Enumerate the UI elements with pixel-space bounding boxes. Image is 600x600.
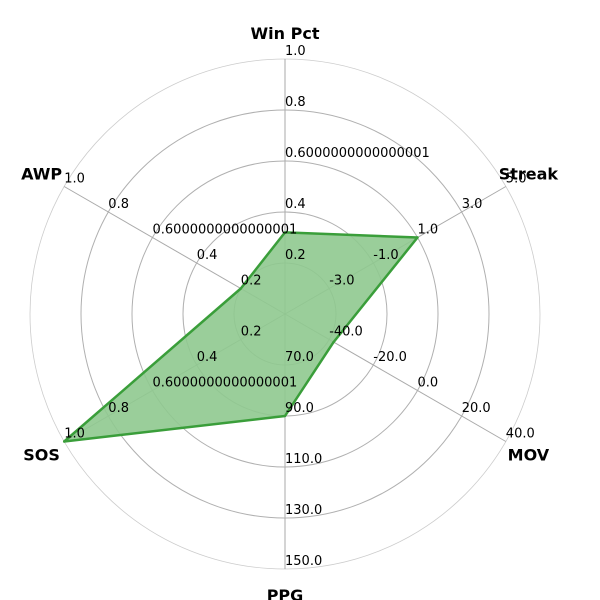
tick-label: 40.0 xyxy=(506,427,535,442)
tick-labels: 0.2 0.4 0.6000000000000001 0.8 1.0 -3.0 -1.0 1.… xyxy=(64,44,535,569)
tick-label: 20.0 xyxy=(462,401,491,416)
tick-label: 90.0 xyxy=(285,401,314,416)
tick-label: 1.0 xyxy=(285,44,306,59)
axis-title-mov: MOV xyxy=(508,446,550,465)
tick-label: 0.4 xyxy=(197,248,218,263)
series xyxy=(62,231,419,443)
tick-label: 1.0 xyxy=(64,427,85,442)
tick-label: 0.2 xyxy=(241,325,262,340)
axis-title-win-pct: Win Pct xyxy=(251,24,320,43)
data-point-mov xyxy=(332,340,335,344)
tick-label: 0.8 xyxy=(108,401,129,416)
data-point-win-pct xyxy=(283,231,287,234)
tick-label: -1.0 xyxy=(373,248,398,263)
tick-label: 110.0 xyxy=(285,452,322,467)
tick-label: 0.4 xyxy=(285,197,306,212)
tick-label: 0.6000000000000001 xyxy=(153,376,298,391)
data-point-streak xyxy=(416,236,419,239)
tick-label: 0.6000000000000001 xyxy=(285,146,430,161)
axis-title-ppg: PPG xyxy=(267,586,304,600)
tick-label: 1.0 xyxy=(64,172,85,187)
data-point-ppg xyxy=(283,414,287,418)
axis-titles: Win Pct Streak MOV PPG SOS AWP xyxy=(21,24,558,600)
tick-label: 0.2 xyxy=(285,248,306,263)
tick-label: 0.6000000000000001 xyxy=(153,223,298,238)
tick-label: -20.0 xyxy=(373,350,407,365)
tick-label: 0.4 xyxy=(197,350,218,365)
tick-label: 0.8 xyxy=(285,95,306,110)
tick-label: 3.0 xyxy=(462,197,483,212)
axis-title-sos: SOS xyxy=(23,446,60,465)
axis-title-awp: AWP xyxy=(21,165,62,184)
tick-label: -40.0 xyxy=(329,325,363,340)
axis-title-streak: Streak xyxy=(499,165,559,184)
tick-label: 0.0 xyxy=(418,376,439,391)
tick-label: 5.0 xyxy=(506,172,527,187)
tick-label: -3.0 xyxy=(329,274,354,289)
tick-label: 130.0 xyxy=(285,503,322,518)
tick-label: 0.2 xyxy=(241,274,262,289)
data-point-awp xyxy=(239,287,242,290)
tick-label: 70.0 xyxy=(285,350,314,365)
tick-label: 0.8 xyxy=(108,197,129,212)
tick-label: 1.0 xyxy=(418,223,439,238)
data-point-sos xyxy=(62,440,66,443)
tick-label: 150.0 xyxy=(285,554,322,569)
